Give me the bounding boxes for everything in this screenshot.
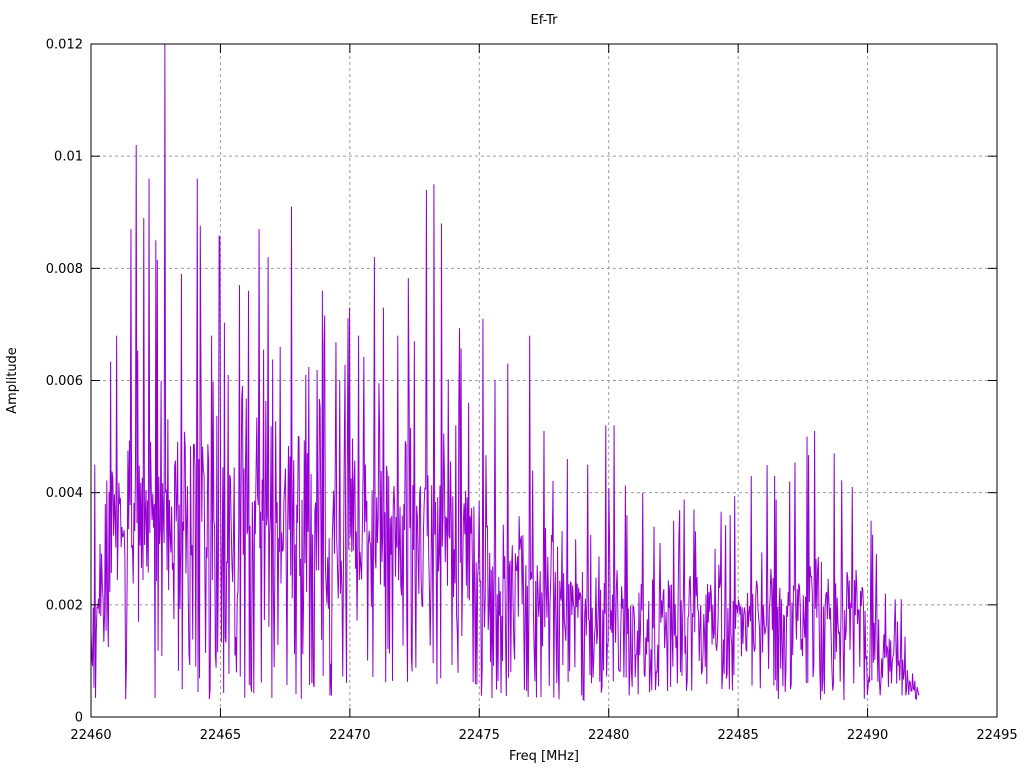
x-axis-label: Freq [MHz] [509,749,579,764]
y-tick-label: 0.002 [46,598,83,613]
y-tick-label: 0.004 [46,486,83,501]
x-tick-label: 22475 [459,728,500,743]
chart-title: Ef-Tr [531,13,559,28]
y-tick-label: 0.008 [46,262,83,277]
x-tick-label: 22485 [717,728,758,743]
grid-lines [91,44,997,717]
y-tick-label: 0.012 [46,38,83,53]
x-tick-label: 22465 [200,728,241,743]
series-layer [91,44,920,702]
x-tick-label: 22480 [588,728,629,743]
y-tick-label: 0.01 [54,150,83,165]
x-tick-label: 22470 [329,728,370,743]
x-tick-labels: 22460 22465 22470 22475 22480 22485 22490 22495 [70,728,1017,743]
x-tick-label: 22495 [976,728,1017,743]
x-tick-label: 22460 [70,728,111,743]
plot-border [90,43,998,718]
y-tick-labels: 0 0.002 0.004 0.006 0.008 0.01 0.012 [46,38,83,726]
y-tick-label: 0 [75,711,83,726]
y-tick-label: 0.006 [46,374,83,389]
y-axis-label: Amplitude [5,347,20,414]
series-ef-tr-line [91,44,920,702]
x-tick-label: 22490 [847,728,888,743]
